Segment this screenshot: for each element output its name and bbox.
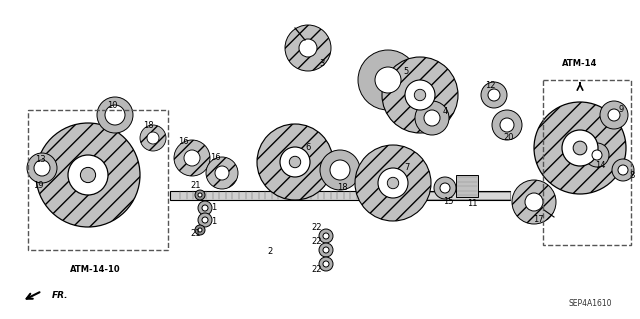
Circle shape xyxy=(488,89,500,101)
Circle shape xyxy=(184,150,200,166)
Circle shape xyxy=(355,145,431,221)
Text: 4: 4 xyxy=(442,108,447,116)
Circle shape xyxy=(500,118,514,132)
Circle shape xyxy=(481,82,507,108)
Circle shape xyxy=(415,101,449,135)
Circle shape xyxy=(68,155,108,195)
Text: 1: 1 xyxy=(211,217,216,226)
Circle shape xyxy=(34,160,50,176)
Text: 16: 16 xyxy=(210,153,220,162)
Text: 10: 10 xyxy=(107,100,117,109)
Text: FR.: FR. xyxy=(52,292,68,300)
Text: 18: 18 xyxy=(337,182,348,191)
Text: 6: 6 xyxy=(305,144,310,152)
Circle shape xyxy=(375,67,401,93)
Circle shape xyxy=(27,153,57,183)
Circle shape xyxy=(323,233,329,239)
Circle shape xyxy=(105,105,125,125)
Circle shape xyxy=(202,205,208,211)
Circle shape xyxy=(323,247,329,253)
Circle shape xyxy=(440,183,450,193)
Text: 20: 20 xyxy=(504,133,515,143)
Text: 8: 8 xyxy=(629,172,635,181)
Text: 1: 1 xyxy=(211,203,216,211)
Circle shape xyxy=(382,57,458,133)
Text: 5: 5 xyxy=(403,68,408,77)
Text: 9: 9 xyxy=(618,106,623,115)
Text: ATM-14: ATM-14 xyxy=(563,59,598,68)
Text: 12: 12 xyxy=(484,81,495,91)
Text: SEP4A1610: SEP4A1610 xyxy=(568,300,612,308)
FancyBboxPatch shape xyxy=(370,192,510,199)
Circle shape xyxy=(280,147,310,177)
Circle shape xyxy=(414,89,426,101)
Circle shape xyxy=(600,101,628,129)
Circle shape xyxy=(592,150,602,160)
Text: 16: 16 xyxy=(178,137,188,146)
Circle shape xyxy=(285,25,331,71)
Circle shape xyxy=(618,165,628,175)
Circle shape xyxy=(198,193,202,197)
Text: 14: 14 xyxy=(595,160,605,169)
Circle shape xyxy=(492,110,522,140)
Circle shape xyxy=(206,157,238,189)
Text: ATM-14-10: ATM-14-10 xyxy=(70,265,120,274)
FancyBboxPatch shape xyxy=(456,175,478,197)
Text: 7: 7 xyxy=(404,164,410,173)
Circle shape xyxy=(257,124,333,200)
Text: 22: 22 xyxy=(312,224,323,233)
Text: 13: 13 xyxy=(35,155,45,165)
Circle shape xyxy=(434,177,456,199)
Circle shape xyxy=(195,225,205,235)
Circle shape xyxy=(195,190,205,200)
Circle shape xyxy=(319,243,333,257)
Circle shape xyxy=(289,156,301,168)
Text: 11: 11 xyxy=(467,199,477,209)
Circle shape xyxy=(299,39,317,57)
Circle shape xyxy=(97,97,133,133)
Circle shape xyxy=(319,229,333,243)
Circle shape xyxy=(608,109,620,121)
Circle shape xyxy=(387,177,399,189)
Text: 22: 22 xyxy=(312,265,323,275)
Circle shape xyxy=(573,141,587,155)
Text: 19: 19 xyxy=(33,181,44,189)
Circle shape xyxy=(424,110,440,126)
FancyArrowPatch shape xyxy=(27,292,40,299)
Circle shape xyxy=(405,80,435,110)
Circle shape xyxy=(198,201,212,215)
Circle shape xyxy=(81,167,95,182)
Circle shape xyxy=(198,213,212,227)
Text: 2: 2 xyxy=(268,248,273,256)
Text: 15: 15 xyxy=(443,197,453,205)
Text: 21: 21 xyxy=(191,229,201,239)
Circle shape xyxy=(323,261,329,267)
Text: 21: 21 xyxy=(191,182,201,190)
Circle shape xyxy=(512,180,556,224)
Circle shape xyxy=(378,168,408,198)
Circle shape xyxy=(147,132,159,144)
Circle shape xyxy=(525,193,543,211)
Circle shape xyxy=(140,125,166,151)
Text: 22: 22 xyxy=(312,238,323,247)
Circle shape xyxy=(612,159,634,181)
Circle shape xyxy=(585,143,609,167)
Circle shape xyxy=(198,228,202,232)
Circle shape xyxy=(319,257,333,271)
Circle shape xyxy=(358,50,418,110)
Circle shape xyxy=(215,166,229,180)
Text: 18: 18 xyxy=(143,122,154,130)
Circle shape xyxy=(320,150,360,190)
Circle shape xyxy=(562,130,598,166)
FancyBboxPatch shape xyxy=(170,191,510,200)
Circle shape xyxy=(202,217,208,223)
Circle shape xyxy=(174,140,210,176)
Circle shape xyxy=(330,160,350,180)
Circle shape xyxy=(36,123,140,227)
Text: 17: 17 xyxy=(532,216,543,225)
Circle shape xyxy=(534,102,626,194)
Text: 3: 3 xyxy=(319,58,324,68)
